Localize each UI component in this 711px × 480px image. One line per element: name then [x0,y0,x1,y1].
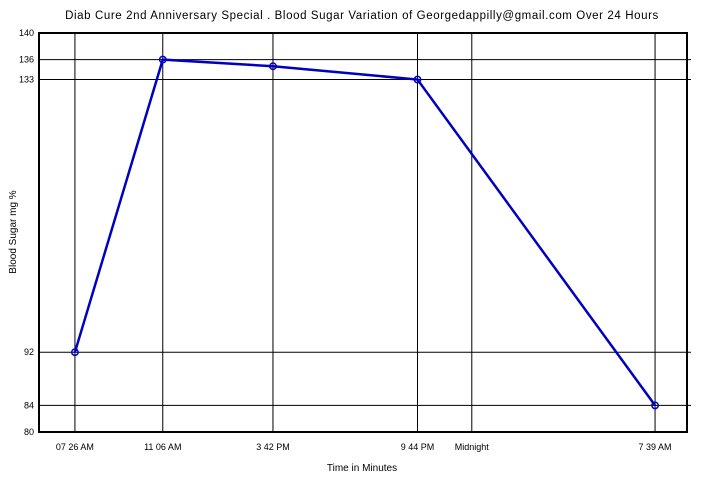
series-layer [70,55,660,410]
data-point [413,75,422,84]
data-point [158,55,167,64]
y-axis-label: Blood Sugar mg % [8,190,19,273]
tick-labels: 07 26 AM 11 06 AM 3 42 PM 9 44 PM Midnight 7 … [19,28,672,452]
y-tick-label: 133 [19,75,34,85]
grid [39,33,691,432]
x-tick-label: 3 42 PM [256,442,290,452]
y-tick-label: 92 [24,347,34,357]
y-tick-label: 140 [19,28,34,38]
data-point [70,348,79,357]
x-tick-label: 7 39 AM [639,442,672,452]
y-tick-label: 84 [24,400,34,410]
x-tick-label: Midnight [455,442,490,452]
data-point [269,62,277,71]
series-line [73,58,657,407]
data-point [651,401,660,410]
plot-frame [38,32,688,433]
x-tick-label: 11 06 AM [144,442,181,452]
x-tick-label: 07 26 AM [56,442,94,452]
x-tick-label: 9 44 PM [401,442,435,452]
chart-title: Diab Cure 2nd Anniversary Special . Bloo… [65,10,659,22]
y-tick-label: 136 [19,55,34,65]
x-axis-label: Time in Minutes [327,463,397,474]
y-tick-label: 80 [24,427,34,437]
